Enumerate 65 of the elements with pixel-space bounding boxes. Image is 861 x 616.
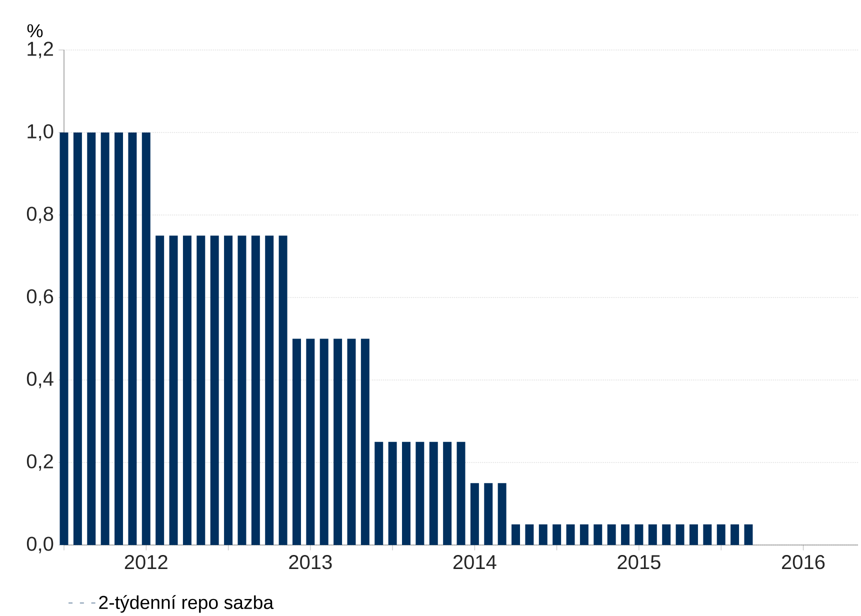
bar [347,338,356,545]
x-tick-label: 2014 [453,555,496,570]
bar [498,483,506,545]
bar [292,338,301,545]
bar [744,524,753,545]
bar [538,524,548,545]
bar [607,524,616,545]
bar [443,442,452,545]
x-tick-label: 2012 [124,555,168,570]
y-tick-label: 1,0 [28,124,54,141]
bar [648,524,657,545]
bar [73,132,82,545]
bar [169,236,178,545]
bar [224,236,233,545]
bar [676,524,684,545]
bar [156,236,164,545]
x-tick-label: 2015 [618,555,660,570]
bar [594,524,602,545]
bar [662,524,671,545]
y-tick-label: 0,0 [26,536,54,554]
bar [128,132,137,545]
bar [716,524,726,545]
y-tick-label: 0,6 [26,289,54,306]
bar [334,338,342,545]
bar [689,524,698,545]
bar [306,338,315,545]
y-tick-label: 0,4 [26,372,54,388]
bar [525,524,534,545]
bar [730,524,740,545]
bar [512,524,520,545]
bar [142,132,150,545]
bar [703,524,712,545]
bar [374,442,384,545]
y-tick-label: 0,8 [26,206,54,224]
bar [278,236,288,545]
bar [580,524,588,545]
bar [100,132,110,545]
bar [360,338,370,545]
bar [566,524,575,545]
bar [251,236,260,545]
bar [429,442,438,545]
bar [210,236,219,545]
bar [484,483,493,545]
bar [182,236,192,545]
bar [634,524,644,545]
y-tick-label: 1,2 [28,42,53,58]
bar [621,524,630,545]
bar [470,483,479,545]
bar [265,236,274,545]
bar [416,442,424,545]
bar [87,132,96,545]
legend-label: 2-týdenní repo sazba [99,595,274,613]
bar [238,236,246,545]
bar [196,236,206,545]
bar [60,132,68,545]
x-tick-label: 2013 [289,555,332,570]
bar [402,442,410,545]
bar [552,524,562,545]
bar [388,442,397,545]
bar [114,132,124,545]
bar [320,338,328,545]
x-tick-label: 2016 [782,555,825,570]
y-tick-label: 0,2 [26,454,53,471]
bar [456,442,466,545]
y-axis-title: % [27,24,43,38]
